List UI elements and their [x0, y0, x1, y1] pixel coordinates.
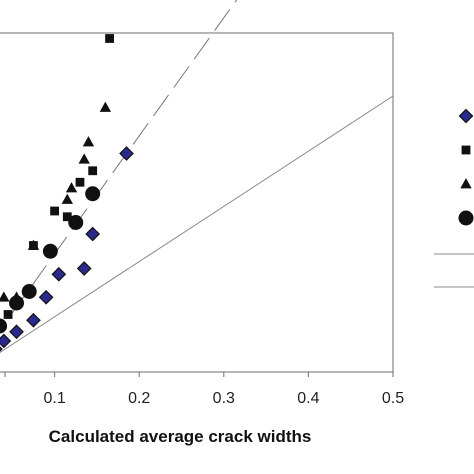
legend [434, 108, 474, 288]
data-point-square [105, 34, 114, 43]
data-point-diamond [0, 333, 12, 349]
data-point-circle [85, 186, 101, 202]
x-axis-tick-labels: 0.1 0.2 0.3 0.4 0.5 [43, 390, 404, 407]
x-tick-label: 0.3 [213, 390, 235, 407]
data-point-square [3, 310, 13, 319]
data-point-diamond [76, 261, 92, 276]
data-point-triangle [27, 239, 40, 250]
data-point-triangle [0, 291, 10, 302]
data-point-diamond [26, 312, 41, 328]
data-point-diamond [119, 146, 134, 161]
data-point-circle [42, 243, 58, 259]
legend-symbol-triangle [460, 178, 472, 189]
data-point-square [50, 206, 59, 216]
data-point-diamond [0, 346, 3, 352]
legend-symbol-square [461, 145, 471, 155]
x-axis-title: Calculated average crack widths [49, 427, 312, 446]
data-point-square [75, 177, 85, 187]
data-point-circle [9, 295, 25, 311]
data-point-diamond [9, 324, 24, 340]
data-point-triangle [82, 136, 95, 147]
x-tick-label: 0.4 [297, 390, 319, 407]
data-point-diamond [85, 226, 101, 242]
data-point-circle [68, 215, 84, 230]
solid-reference-line [0, 95, 394, 354]
reference-lines [0, 0, 394, 354]
plot-frame [0, 32, 394, 373]
data-point-diamond [51, 266, 67, 282]
legend-symbol-diamond [458, 108, 474, 124]
data-point-circle [21, 284, 37, 299]
data-markers [0, 34, 134, 352]
data-point-diamond [38, 289, 54, 305]
x-axis-ticks [4, 372, 394, 377]
data-point-triangle [61, 193, 73, 204]
data-point-triangle [78, 153, 90, 164]
plot-border [0, 32, 394, 373]
legend-symbol-circle [458, 210, 474, 226]
x-tick-label: 0.1 [43, 390, 65, 407]
data-point-circle [0, 318, 8, 334]
dashed-reference-line [0, 0, 238, 331]
x-tick-label: 0.5 [382, 390, 404, 407]
x-tick-label: 0.2 [128, 390, 150, 407]
data-point-triangle [99, 101, 112, 112]
data-point-triangle [65, 182, 78, 193]
data-point-square [88, 166, 98, 176]
